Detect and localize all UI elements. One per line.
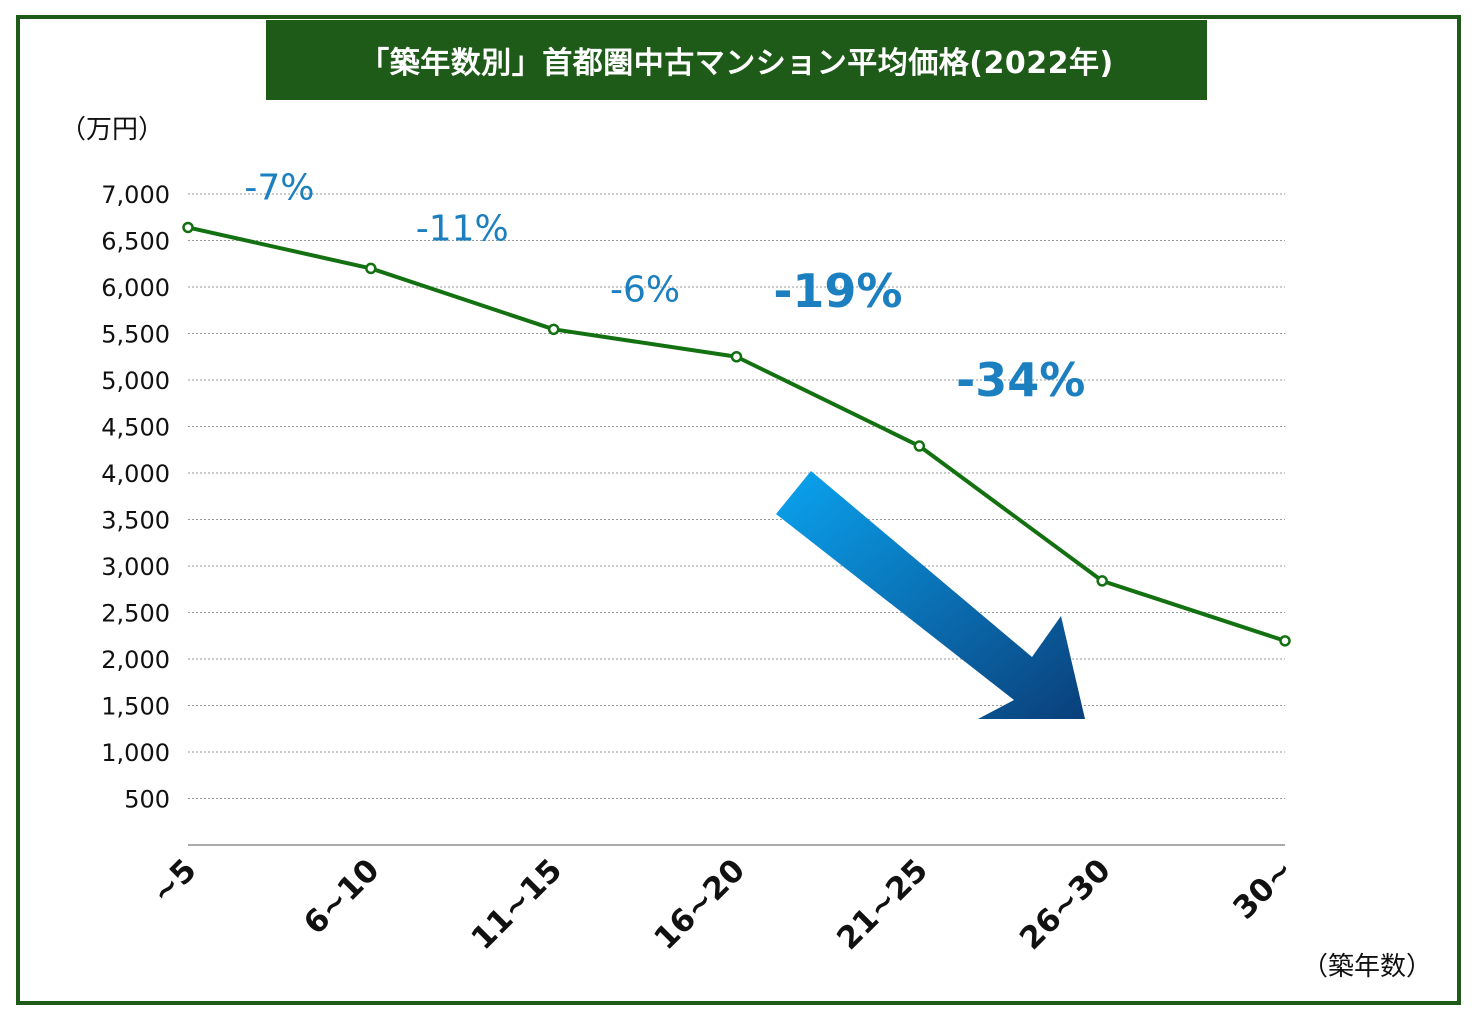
y-tick-label: 3,500	[101, 507, 170, 535]
percent-change-label: -34%	[956, 353, 1085, 407]
y-tick-label: 1,500	[101, 693, 170, 721]
y-tick-label: 3,000	[101, 553, 170, 581]
y-tick-label: 2,000	[101, 646, 170, 674]
data-point	[913, 440, 926, 452]
x-tick-label: 6~10	[297, 852, 387, 942]
y-axis-label: （万円）	[60, 115, 164, 145]
y-tick-label: 6,500	[101, 228, 170, 256]
data-point	[730, 351, 743, 363]
y-tick-label: 5,000	[101, 367, 170, 395]
percent-change-label: -7%	[244, 167, 314, 208]
percent-change-annotations: -7% -11% -6% -19% -34%	[244, 167, 1085, 407]
x-tick-label: 21~25	[830, 852, 935, 957]
y-tick-label: 4,500	[101, 414, 170, 442]
downward-trend-arrow-icon	[776, 471, 1085, 719]
x-tick-label: 16~20	[647, 852, 752, 957]
x-axis-label: （築年数）	[1302, 952, 1432, 982]
y-tick-label: 4,000	[101, 460, 170, 488]
y-tick-label: 7,000	[101, 181, 170, 209]
percent-change-label: -19%	[773, 264, 902, 318]
y-tick-label: 1,000	[101, 739, 170, 767]
gridlines	[188, 193, 1285, 799]
data-point	[1279, 635, 1291, 647]
series-line	[187, 225, 1286, 643]
data-point	[182, 221, 194, 234]
x-tick-label: 26~30	[1013, 852, 1118, 957]
percent-change-label: -6%	[610, 269, 680, 310]
data-point	[1096, 575, 1108, 587]
x-tick-labels: ~5 6~10 11~15 16~20 21~25 26~30 30~	[145, 852, 1301, 957]
series-price	[182, 221, 1291, 647]
chart-title: 「築年数別」首都圏中古マンション平均価格(2022年)	[266, 20, 1207, 100]
x-tick-label: 11~15	[464, 852, 569, 957]
chart-frame	[16, 15, 1461, 1005]
y-tick-label: 6,000	[101, 274, 170, 302]
y-tick-labels: 500 1,000 1,500 2,000 2,500 3,000 3,500 4,000 4,…	[101, 181, 170, 814]
data-point	[365, 262, 377, 275]
y-tick-label: 5,500	[101, 321, 170, 349]
x-tick-label: 30~	[1226, 852, 1300, 926]
data-point	[547, 323, 560, 336]
y-tick-label: 2,500	[101, 600, 170, 628]
percent-change-label: -11%	[416, 208, 509, 249]
y-tick-label: 500	[124, 786, 170, 814]
x-tick-label: ~5	[145, 852, 204, 911]
